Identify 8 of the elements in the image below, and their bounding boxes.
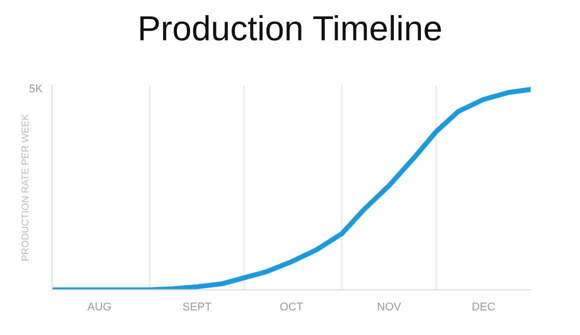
x-tick-label: SEPT (183, 302, 212, 310)
y-axis-title: PRODUCTION RATE PER WEEK (22, 114, 28, 260)
x-tick-label: NOV (378, 302, 402, 310)
x-tick-label: AUG (87, 302, 111, 310)
x-tick-label: DEC (472, 302, 495, 310)
x-tick-label: OCT (280, 302, 303, 310)
chart-title: Production Timeline (140, 15, 441, 41)
text: 5K (29, 84, 43, 92)
